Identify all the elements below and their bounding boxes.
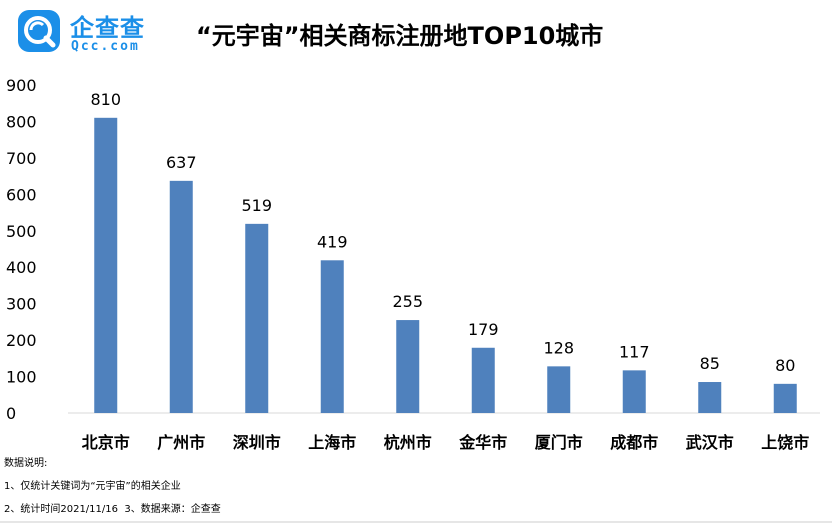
data-label: 419 <box>317 232 348 251</box>
chart-title: “元宇宙”相关商标注册地TOP10城市 <box>196 22 604 50</box>
y-tick-label: 100 <box>6 368 37 387</box>
y-tick-label: 800 <box>6 112 37 131</box>
y-tick-label: 600 <box>6 185 37 204</box>
bar-8 <box>622 370 646 413</box>
bar-7 <box>547 366 571 413</box>
bar-5 <box>396 320 420 413</box>
bar-6 <box>471 347 495 413</box>
y-tick-label: 300 <box>6 295 37 314</box>
bar-2 <box>169 180 193 413</box>
x-tick-label: 武汉市 <box>686 433 734 452</box>
brand-name-cn: 企查查 <box>70 14 145 42</box>
x-tick-label: 上饶市 <box>761 433 809 452</box>
x-tick-label: 金华市 <box>458 433 507 452</box>
x-tick-label: 深圳市 <box>233 433 281 452</box>
x-axis-ticks: 北京市 广州市 深圳市 上海市 杭州市 金华市 厦门市 成都市 武汉市 上饶市 <box>82 433 810 452</box>
x-tick-label: 杭州市 <box>384 433 432 452</box>
footer-divider <box>0 521 832 523</box>
data-label: 85 <box>700 354 720 373</box>
notes-heading: 数据说明: <box>4 458 48 469</box>
x-tick-label: 厦门市 <box>535 433 583 452</box>
data-label: 637 <box>166 153 197 172</box>
bar-10 <box>773 383 797 413</box>
bar-chart: 0 100 200 300 400 500 600 700 800 900 810 637 519 41… <box>6 76 820 452</box>
y-tick-label: 900 <box>6 76 37 95</box>
data-labels: 810 637 519 419 255 179 128 117 85 80 <box>90 90 795 375</box>
qcc-logo-icon <box>18 10 60 52</box>
data-label: 519 <box>241 196 272 215</box>
data-notes: 数据说明: 1、仅统计关键词为“元宇宙”的相关企业 2、统计时间2021/11/… <box>4 452 221 521</box>
qcc-logo: 企查查 Qcc.com <box>18 8 168 58</box>
bars <box>94 117 797 414</box>
bar-3 <box>245 223 269 413</box>
data-label: 128 <box>543 338 574 357</box>
data-label: 255 <box>392 292 423 311</box>
y-axis-ticks: 0 100 200 300 400 500 600 700 800 900 <box>6 76 37 423</box>
bar-1 <box>94 117 118 414</box>
data-label: 117 <box>619 342 650 361</box>
y-tick-label: 400 <box>6 258 37 277</box>
y-tick-label: 700 <box>6 149 37 168</box>
x-tick-label: 成都市 <box>610 433 658 452</box>
y-tick-label: 0 <box>6 404 16 423</box>
brand-name-en: Qcc.com <box>71 39 140 54</box>
bar-9 <box>698 382 722 413</box>
data-label: 80 <box>775 356 795 375</box>
data-label: 810 <box>90 90 121 109</box>
data-label: 179 <box>468 320 499 339</box>
y-tick-label: 500 <box>6 222 37 241</box>
x-tick-label: 上海市 <box>308 433 356 452</box>
x-tick-label: 广州市 <box>157 433 205 452</box>
x-tick-label: 北京市 <box>82 433 130 452</box>
bar-4 <box>320 260 344 413</box>
notes-line-2: 2、统计时间2021/11/16 3、数据来源：企查查 <box>4 504 221 515</box>
y-tick-label: 200 <box>6 331 37 350</box>
notes-line-1: 1、仅统计关键词为“元宇宙”的相关企业 <box>4 481 181 492</box>
